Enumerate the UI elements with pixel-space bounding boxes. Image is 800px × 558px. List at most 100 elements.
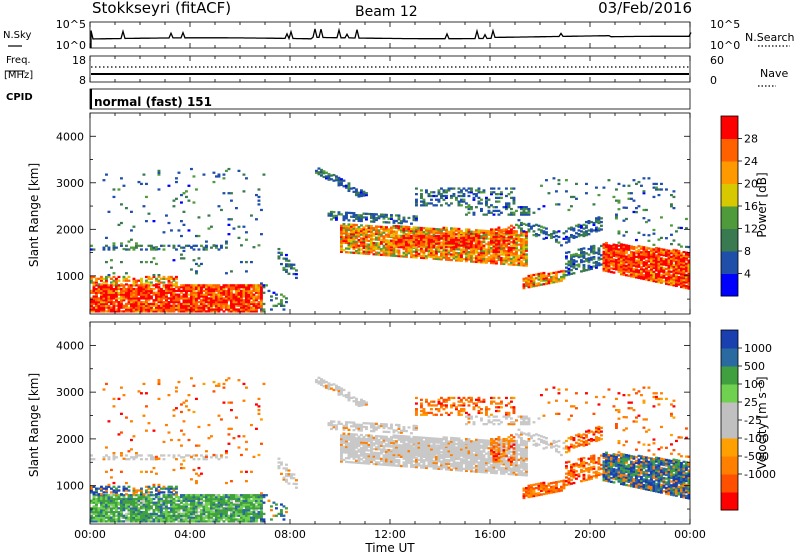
- power-cell: [343, 185, 346, 187]
- power-cell: [533, 278, 536, 280]
- power-cell: [435, 235, 438, 237]
- power-cell: [575, 268, 578, 270]
- power-cell: [570, 254, 573, 256]
- power-cell: [643, 234, 646, 236]
- power-cell: [165, 214, 168, 216]
- power-cell: [673, 264, 676, 266]
- power-cell: [175, 181, 178, 183]
- power-cell: [213, 181, 216, 183]
- power-cell: [598, 227, 601, 229]
- power-cell: [173, 245, 176, 247]
- power-cell: [540, 284, 543, 286]
- power-cell: [565, 270, 568, 272]
- power-cell: [130, 239, 133, 241]
- power-cell: [380, 226, 383, 228]
- power-cell: [435, 204, 438, 206]
- power-cell: [188, 284, 191, 286]
- velocity-cell: [188, 494, 191, 496]
- velocity-cell: [128, 517, 131, 519]
- velocity-cell: [123, 494, 126, 496]
- power-cell: [513, 234, 516, 236]
- power-cell: [478, 252, 481, 254]
- power-cell: [558, 241, 561, 243]
- power-cell: [113, 276, 116, 278]
- power-cell: [218, 284, 221, 286]
- power-cell: [438, 235, 441, 237]
- power-cell: [535, 277, 538, 279]
- power-cell: [453, 227, 456, 229]
- power-cell: [153, 308, 156, 310]
- power-cell: [638, 232, 641, 234]
- power-cell: [103, 281, 106, 283]
- power-cell: [175, 248, 178, 250]
- power-cell: [133, 226, 136, 228]
- power-cell: [158, 286, 161, 288]
- power-cell: [643, 190, 646, 192]
- power-cell: [403, 226, 406, 228]
- power-cell: [190, 284, 193, 286]
- power-cell: [238, 170, 241, 172]
- velocity-cell: [158, 515, 161, 517]
- velocity-cell: [115, 518, 118, 520]
- power-cell: [150, 288, 153, 290]
- power-cell: [603, 187, 606, 189]
- power-cell: [423, 231, 426, 233]
- power-cell: [643, 269, 646, 271]
- power-cell: [418, 235, 421, 237]
- power-cell: [400, 246, 403, 248]
- power-cell: [638, 269, 641, 271]
- power-cell: [210, 247, 213, 249]
- velocity-cell: [153, 502, 156, 504]
- velocity-cell: [190, 494, 193, 496]
- power-cell: [193, 175, 196, 177]
- velocity-cell: [180, 500, 183, 502]
- power-cell: [565, 263, 568, 265]
- power-cell: [565, 179, 568, 181]
- power-cell: [505, 206, 508, 208]
- power-cell: [343, 236, 346, 238]
- velocity-cell: [175, 515, 178, 517]
- power-cell: [673, 249, 676, 251]
- power-cell: [433, 228, 436, 230]
- velocity-cell: [258, 494, 261, 496]
- power-cell: [413, 215, 416, 217]
- power-cell: [138, 297, 141, 299]
- velocity-cell: [123, 520, 126, 522]
- power-cell: [250, 290, 253, 292]
- power-cell: [508, 202, 511, 204]
- power-cell: [495, 240, 498, 242]
- power-cell: [518, 206, 521, 208]
- power-cell: [463, 199, 466, 201]
- power-cell: [415, 237, 418, 239]
- power-cell: [628, 198, 631, 200]
- power-cell: [455, 228, 458, 230]
- power-cell: [593, 245, 596, 247]
- power-cell: [428, 202, 431, 204]
- power-cell: [243, 299, 246, 301]
- power-cell: [245, 270, 248, 272]
- power-cell: [178, 294, 181, 296]
- power-cell: [228, 284, 231, 286]
- power-cell: [173, 200, 176, 202]
- power-cell: [128, 284, 131, 286]
- power-cell: [463, 249, 466, 251]
- power-cell: [163, 301, 166, 303]
- power-cell: [445, 202, 448, 204]
- power-cell: [148, 281, 151, 283]
- power-cell: [183, 250, 186, 252]
- velocity-cell: [123, 515, 126, 517]
- power-cell: [295, 269, 298, 271]
- power-cell: [263, 303, 266, 305]
- power-cell: [575, 260, 578, 262]
- velocity-cell: [95, 488, 98, 490]
- power-cell: [135, 284, 138, 286]
- power-cell: [193, 284, 196, 286]
- power-cell: [418, 240, 421, 242]
- power-cell: [293, 264, 296, 266]
- power-cell: [538, 225, 541, 227]
- power-cell: [183, 284, 186, 286]
- power-cell: [503, 228, 506, 230]
- power-cell: [120, 261, 123, 263]
- range-tick-label: 2000: [56, 223, 84, 236]
- power-cell: [245, 284, 248, 286]
